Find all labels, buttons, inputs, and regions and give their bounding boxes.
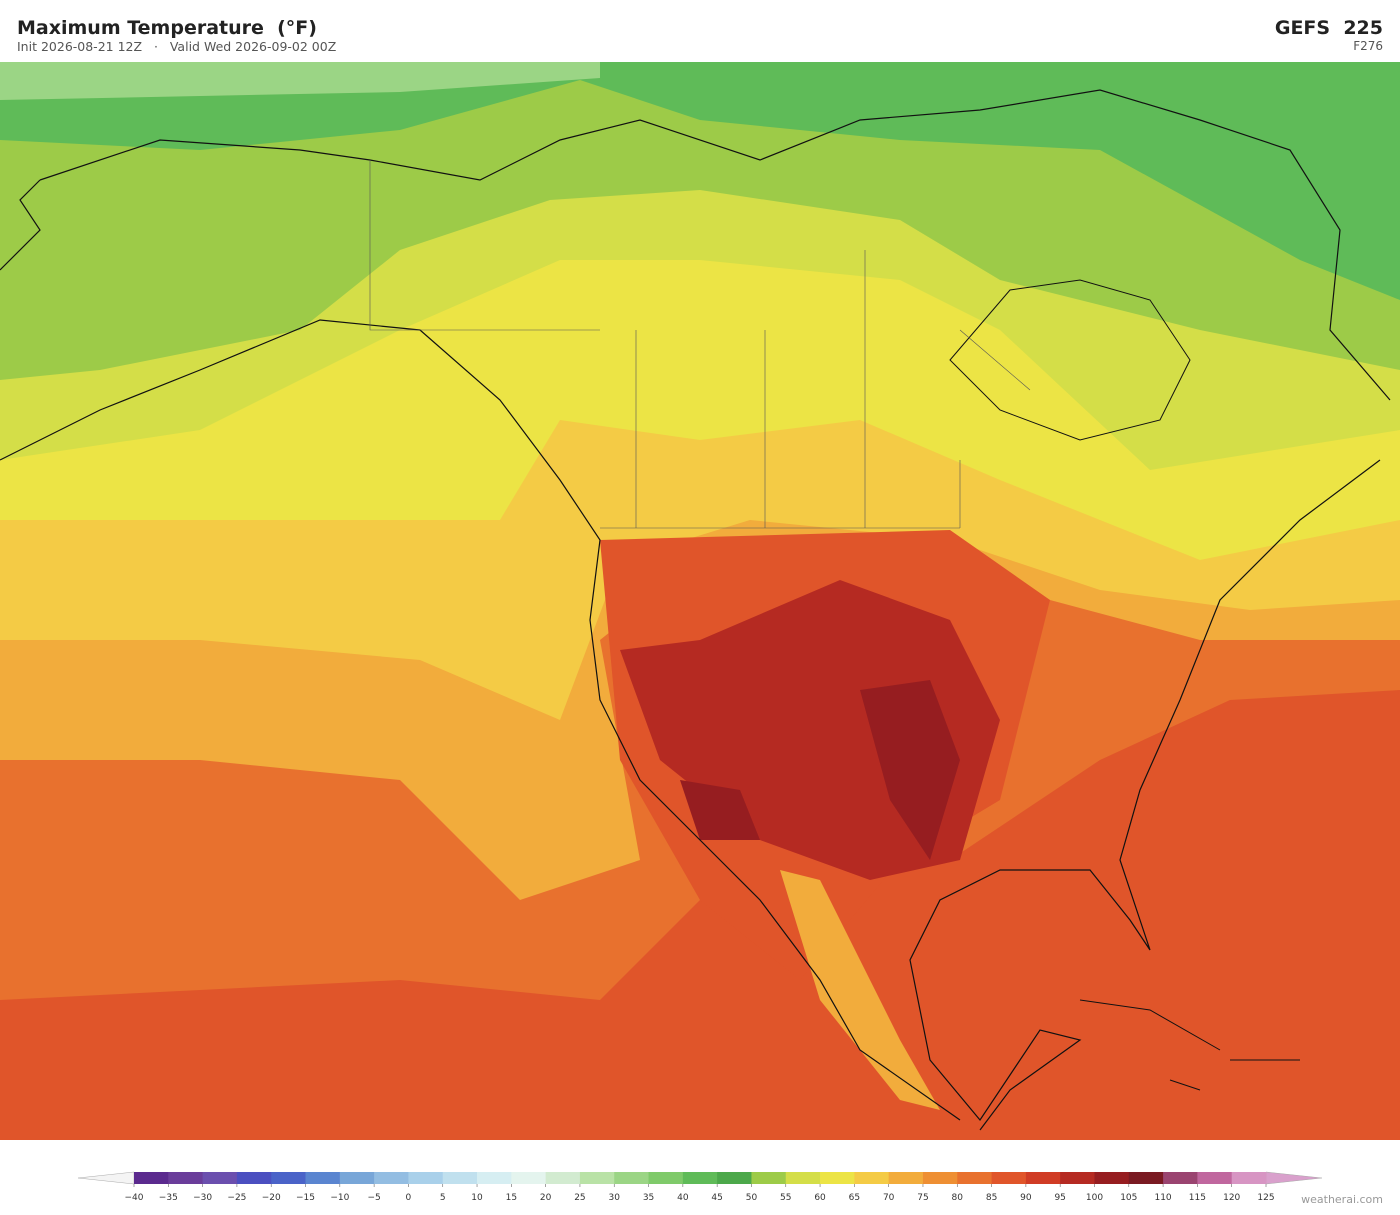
colorbar-tick-label: 115 [1189, 1193, 1206, 1203]
colorbar-band [614, 1172, 649, 1184]
colorbar-tick-label: 70 [883, 1193, 895, 1203]
colorbar-band [134, 1172, 169, 1184]
colorbar-band [957, 1172, 992, 1184]
colorbar-band [682, 1172, 718, 1184]
colorbar-band [854, 1172, 890, 1184]
colorbar-band [717, 1172, 752, 1184]
colorbar-tick-label: −15 [296, 1193, 315, 1203]
title: Maximum Temperature (°F) [17, 17, 317, 39]
colorbar-band [1060, 1172, 1095, 1184]
colorbar-band [545, 1172, 581, 1184]
colorbar-tick-label: 75 [917, 1193, 928, 1203]
colorbar-tick-label: 30 [609, 1193, 621, 1203]
colorbar-band [1025, 1172, 1061, 1184]
colorbar-over [1265, 1171, 1323, 1185]
colorbar-band [648, 1172, 684, 1184]
colorbar-band [202, 1172, 238, 1184]
colorbar-band [374, 1172, 409, 1184]
colorbar-band [168, 1172, 204, 1184]
map [0, 62, 1400, 1140]
colorbar-tick-label: 5 [440, 1193, 446, 1203]
colorbar-tick-label: −30 [193, 1193, 212, 1203]
colorbar-tick-label: −5 [367, 1193, 380, 1203]
colorbar-tick-label: 25 [574, 1193, 585, 1203]
colorbar-tick-label: 100 [1086, 1193, 1103, 1203]
colorbar-band [511, 1172, 547, 1184]
colorbar-tick-label: 45 [711, 1193, 722, 1203]
colorbar-band [305, 1172, 341, 1184]
colorbar-tick-label: −20 [262, 1193, 281, 1203]
colorbar-band [820, 1172, 855, 1184]
colorbar-tick-label: 15 [506, 1193, 517, 1203]
colorbar-band [442, 1172, 478, 1184]
colorbar-band [888, 1172, 924, 1184]
colorbar-band [1231, 1172, 1267, 1184]
colorbar-band [991, 1172, 1027, 1184]
colorbar-tick-label: 55 [780, 1193, 791, 1203]
watermark: weatherai.com [1301, 1193, 1383, 1206]
colorbar-band [579, 1172, 615, 1184]
colorbar-band [236, 1172, 272, 1184]
colorbar-tick-label: −25 [227, 1193, 246, 1203]
model: GEFS 225 [1275, 17, 1383, 39]
colorbar-band [751, 1172, 787, 1184]
colorbar-tick-label: 60 [814, 1193, 826, 1203]
colorbar-tick-label: 10 [471, 1193, 483, 1203]
colorbar-band [1163, 1172, 1198, 1184]
colorbar: −40 −35 −30 −25 −20 −15 −10 −5 0 5 10 15 20 25 30 35 40 4… [77, 1171, 1323, 1203]
colorbar-tick-label: 125 [1257, 1193, 1274, 1203]
colorbar-tick-label: 50 [746, 1193, 758, 1203]
colorbar-band [1128, 1172, 1164, 1184]
colorbar-tick-label: 20 [540, 1193, 552, 1203]
colorbar-tick-label: 65 [849, 1193, 860, 1203]
colorbar-under [77, 1171, 135, 1185]
colorbar-tick-label: 120 [1223, 1193, 1240, 1203]
colorbar-band [271, 1172, 306, 1184]
colorbar-tick-label: −35 [159, 1193, 178, 1203]
colorbar-tick-label: 80 [952, 1193, 964, 1203]
colorbar-tick-label: 40 [677, 1193, 689, 1203]
colorbar-tick-label: 35 [643, 1193, 654, 1203]
colorbar-band [408, 1172, 444, 1184]
colorbar-band [1197, 1172, 1233, 1184]
colorbar-band [339, 1172, 375, 1184]
colorbar-band [922, 1172, 958, 1184]
colorbar-tick-label: 85 [986, 1193, 997, 1203]
colorbar-tick-label: 95 [1054, 1193, 1065, 1203]
colorbar-tick-label: 0 [406, 1193, 412, 1203]
colorbar-tick-label: 90 [1020, 1193, 1032, 1203]
colorbar-band [785, 1172, 821, 1184]
forecast-hour: F276 [1353, 39, 1383, 53]
subtitle: Init 2026-08-21 12Z · Valid Wed 2026-09-… [17, 39, 336, 54]
colorbar-tick-label: −40 [125, 1193, 144, 1203]
colorbar-tick-label: 105 [1120, 1193, 1137, 1203]
colorbar-tick-label: −10 [330, 1193, 349, 1203]
colorbar-tick-label: 110 [1154, 1193, 1171, 1203]
colorbar-band [1094, 1172, 1130, 1184]
colorbar-band [477, 1172, 512, 1184]
